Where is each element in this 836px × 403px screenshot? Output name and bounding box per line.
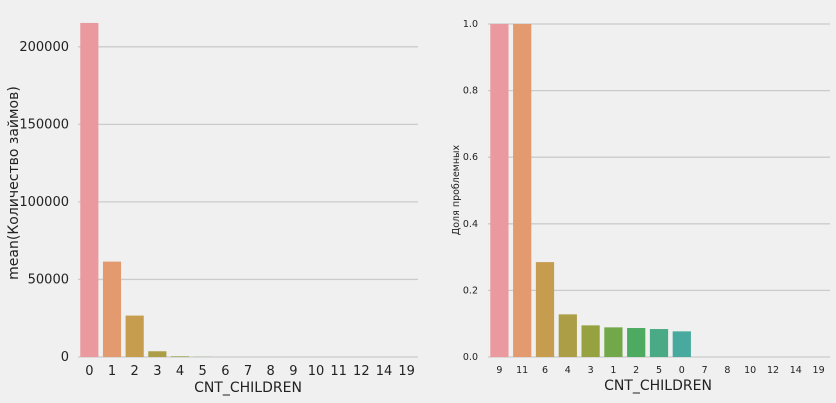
x-tick-label: 7 xyxy=(702,365,708,376)
x-tick-label: 4 xyxy=(565,365,571,376)
left-x-axis-label: CNT_CHILDREN xyxy=(194,380,302,396)
bar-2 xyxy=(627,328,646,357)
x-tick-label: 11 xyxy=(516,365,528,376)
bar-11 xyxy=(513,24,532,357)
y-tick-label: 0.6 xyxy=(463,152,478,163)
x-tick-label: 9 xyxy=(289,364,297,379)
y-tick-label: 0.8 xyxy=(463,86,478,97)
x-tick-label: 8 xyxy=(267,364,275,379)
bar-9 xyxy=(490,24,509,357)
bar-4 xyxy=(558,314,577,357)
x-tick-label: 5 xyxy=(199,364,207,379)
bar-2 xyxy=(125,315,144,357)
right-y-axis-label: Доля проблемных xyxy=(451,144,462,235)
bar-0 xyxy=(80,22,99,358)
x-tick-label: 1 xyxy=(108,364,116,379)
x-tick-label: 19 xyxy=(398,364,415,379)
x-tick-label: 12 xyxy=(353,364,370,379)
bar-0 xyxy=(672,331,691,357)
x-tick-label: 19 xyxy=(813,365,825,376)
bar-4 xyxy=(170,356,190,357)
bar-3 xyxy=(581,325,600,357)
x-tick-label: 2 xyxy=(131,364,139,379)
x-tick-label: 6 xyxy=(221,364,229,379)
left-y-axis-label: mean(Количество займов) xyxy=(6,86,22,280)
y-tick-label: 1.0 xyxy=(463,19,478,30)
x-tick-label: 14 xyxy=(790,365,802,376)
chart-right: 0.00.20.40.60.81.0 9 11 6 4 3 1 2 5 0 7 8 10 12 14 19 … xyxy=(451,19,830,394)
y-tick-label: 0.0 xyxy=(463,352,478,363)
bar-1 xyxy=(604,327,623,357)
x-tick-label: 0 xyxy=(85,364,93,379)
x-tick-label: 10 xyxy=(744,365,756,376)
y-tick-label: 0.4 xyxy=(463,219,478,230)
x-tick-label: 3 xyxy=(153,364,161,379)
x-tick-label: 10 xyxy=(308,364,325,379)
x-tick-label: 1 xyxy=(610,365,616,376)
x-tick-label: 12 xyxy=(767,365,779,376)
y-tick-label: 0.2 xyxy=(463,285,478,296)
y-tick-label: 200000 xyxy=(19,40,69,55)
x-tick-label: 9 xyxy=(496,365,502,376)
x-tick-label: 2 xyxy=(633,365,639,376)
right-x-axis-label: CNT_CHILDREN xyxy=(604,378,712,394)
x-tick-label: 8 xyxy=(724,365,730,376)
y-tick-label: 50000 xyxy=(28,272,69,287)
y-tick-label: 100000 xyxy=(19,195,69,210)
bar-5 xyxy=(649,329,669,357)
x-tick-label: 0 xyxy=(679,365,685,376)
y-tick-label: 150000 xyxy=(19,117,69,132)
x-tick-label: 7 xyxy=(244,364,252,379)
y-tick-label: 0 xyxy=(61,350,69,365)
x-tick-label: 3 xyxy=(588,365,594,376)
x-tick-label: 5 xyxy=(656,365,662,376)
x-tick-label: 6 xyxy=(542,365,548,376)
bar-6 xyxy=(535,262,555,357)
x-tick-label: 4 xyxy=(176,364,184,379)
bar-3 xyxy=(148,351,167,357)
x-tick-label: 14 xyxy=(376,364,393,379)
x-tick-label: 11 xyxy=(330,364,347,379)
bar-1 xyxy=(102,261,122,357)
